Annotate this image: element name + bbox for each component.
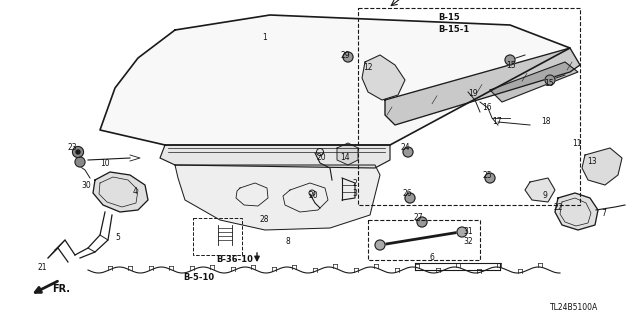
Circle shape [72, 146, 83, 158]
Text: B-36-10: B-36-10 [216, 256, 253, 264]
Polygon shape [525, 178, 555, 202]
Text: B-15: B-15 [438, 13, 460, 23]
Circle shape [485, 173, 495, 183]
Text: 20: 20 [316, 153, 326, 162]
Text: 2: 2 [353, 180, 357, 189]
Circle shape [403, 147, 413, 157]
Text: 20: 20 [308, 191, 318, 201]
Text: 29: 29 [340, 50, 350, 60]
Text: 14: 14 [340, 153, 350, 162]
Text: 8: 8 [285, 236, 291, 246]
Bar [358, 8, 580, 205]
Bar [193, 218, 242, 255]
Circle shape [417, 217, 427, 227]
Circle shape [505, 55, 515, 65]
Text: 24: 24 [400, 144, 410, 152]
Text: 3: 3 [353, 189, 357, 198]
Text: 21: 21 [37, 263, 47, 272]
Text: 1: 1 [262, 33, 268, 42]
Text: 22: 22 [553, 204, 563, 212]
Text: B-15-1: B-15-1 [438, 26, 469, 34]
Polygon shape [385, 48, 580, 125]
Text: 12: 12 [364, 63, 372, 72]
Polygon shape [175, 165, 380, 230]
Text: 19: 19 [468, 90, 478, 99]
Circle shape [405, 193, 415, 203]
Text: 27: 27 [413, 213, 423, 222]
Text: 11: 11 [572, 138, 582, 147]
Circle shape [75, 157, 85, 167]
Text: 26: 26 [402, 189, 412, 197]
Polygon shape [582, 148, 622, 185]
Text: 16: 16 [482, 102, 492, 112]
Circle shape [375, 240, 385, 250]
Text: 23: 23 [67, 144, 77, 152]
Text: 10: 10 [100, 159, 110, 167]
Bar [368, 220, 480, 260]
Text: 15: 15 [544, 78, 554, 87]
Circle shape [76, 150, 80, 154]
Circle shape [457, 227, 467, 237]
Text: 28: 28 [259, 216, 269, 225]
Text: 5: 5 [116, 233, 120, 241]
Text: 15: 15 [506, 62, 516, 70]
Text: 13: 13 [587, 158, 597, 167]
Text: 6: 6 [429, 254, 435, 263]
Text: 17: 17 [492, 117, 502, 127]
Text: FR.: FR. [52, 284, 70, 294]
Polygon shape [100, 15, 570, 145]
Polygon shape [337, 143, 358, 165]
Text: 30: 30 [81, 181, 91, 189]
Circle shape [343, 52, 353, 62]
Text: TL24B5100A: TL24B5100A [550, 303, 598, 313]
Text: 18: 18 [541, 117, 551, 127]
Text: 9: 9 [543, 190, 547, 199]
Circle shape [545, 75, 555, 85]
Text: 4: 4 [132, 188, 138, 197]
Polygon shape [555, 193, 598, 230]
Text: 7: 7 [602, 209, 607, 218]
Polygon shape [362, 55, 405, 100]
Text: 32: 32 [463, 236, 473, 246]
Polygon shape [490, 62, 578, 102]
Text: 25: 25 [482, 170, 492, 180]
Text: B-5-10: B-5-10 [183, 272, 214, 281]
Polygon shape [93, 172, 148, 212]
Text: 31: 31 [463, 227, 473, 236]
Polygon shape [160, 145, 390, 168]
